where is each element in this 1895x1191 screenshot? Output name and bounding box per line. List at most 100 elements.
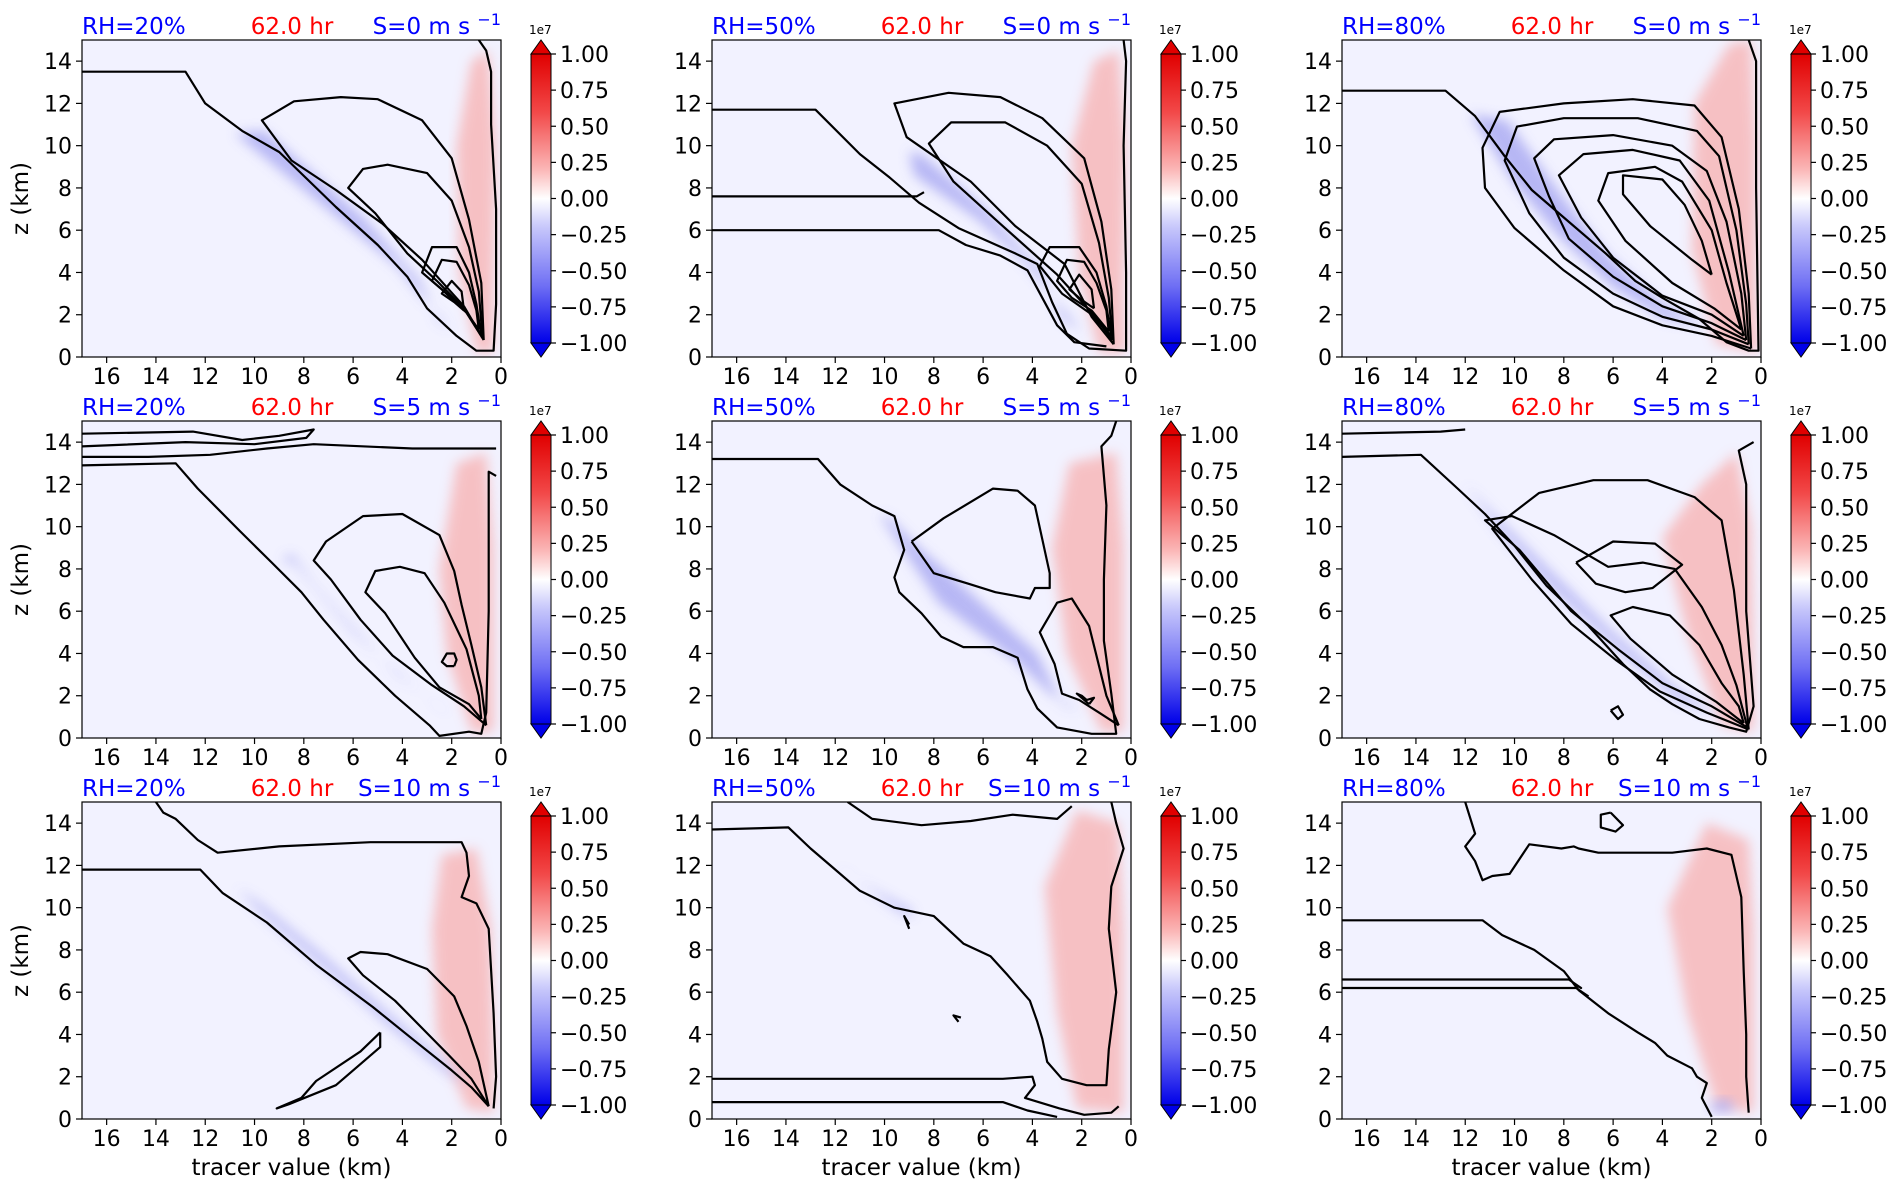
y-tick-label: 4 xyxy=(688,642,702,667)
contour-line xyxy=(1609,705,1625,721)
x-axis-label: tracer value (km) xyxy=(1452,1155,1652,1181)
field-shading xyxy=(1465,452,1754,732)
colorbar-multiplier: 1e7 xyxy=(1789,785,1812,799)
x-tick-label: 10 xyxy=(1501,1127,1529,1152)
y-tick-label: 12 xyxy=(1304,854,1332,879)
contour-line xyxy=(1503,117,1750,346)
colorbar: 1e7 1.00 0.75 0.50 0.25 0.00 −0.25 −0.50 −0.75 −1… xyxy=(529,23,627,358)
x-tick-label: 8 xyxy=(927,746,941,771)
colorbar: 1e7 1.00 0.75 0.50 0.25 0.00 −0.25 −0.50 −0.75 −1… xyxy=(1159,785,1257,1120)
shear-label-exponent: −1 xyxy=(1737,772,1761,791)
colorbar-tick-label: −0.50 xyxy=(560,260,627,285)
y-tick-label: 6 xyxy=(688,219,702,244)
positive-region xyxy=(1667,823,1754,1113)
y-axis-ticks: 0 2 4 6 8 10 12 14 xyxy=(1304,50,1342,371)
contour-line xyxy=(1464,802,1750,1113)
contour-line xyxy=(712,1100,1058,1118)
axes-frame xyxy=(81,801,502,1120)
shear-label: S=0 m s −1 xyxy=(1003,10,1131,40)
panel-3: 16 14 12 10 8 6 4 2 0 0 2 4 6 8 10 12 14 RH=80% 62.0 hr S=0… xyxy=(1304,10,1887,390)
y-tick-label: 0 xyxy=(688,727,702,752)
colorbar-tick-label: 0.50 xyxy=(560,496,609,521)
contour-lines xyxy=(712,40,1128,352)
x-axis-ticks: 16 14 12 10 8 6 4 2 0 xyxy=(723,357,1138,390)
x-tick-label: 6 xyxy=(1606,1127,1620,1152)
colorbar-gradient xyxy=(1160,434,1182,725)
colorbar-tick-label: 0.25 xyxy=(1190,913,1239,938)
y-tick-label: 12 xyxy=(1304,473,1332,498)
y-tick-label: 12 xyxy=(44,854,72,879)
field-shading xyxy=(237,848,494,1113)
y-axis-label: z (km) xyxy=(8,162,34,235)
x-tick-label: 10 xyxy=(871,365,899,390)
colorbar-tick-label: 1.00 xyxy=(1190,43,1239,68)
colorbar-multiplier: 1e7 xyxy=(529,23,552,37)
y-tick-label: 12 xyxy=(1304,92,1332,117)
colorbar-multiplier: 1e7 xyxy=(1159,785,1182,799)
negative-region xyxy=(879,514,1082,711)
time-label: 62.0 hr xyxy=(1511,14,1594,40)
x-tick-label: 14 xyxy=(1402,746,1430,771)
axes-frame xyxy=(1341,39,1762,358)
colorbar-tick-label: 0.00 xyxy=(560,188,609,213)
x-tick-label: 14 xyxy=(142,1127,170,1152)
panel-4: 16 14 12 10 8 6 4 2 0 0 2 4 6 8 10 12 14 RH=20% 62.0 hr S=5… xyxy=(8,391,627,771)
x-tick-label: 2 xyxy=(1075,746,1089,771)
y-tick-label: 14 xyxy=(674,50,702,75)
colorbar-tick-label: 0.75 xyxy=(1820,841,1869,866)
y-tick-label: 6 xyxy=(58,219,72,244)
y-axis-ticks: 0 2 4 6 8 10 12 14 xyxy=(674,50,712,371)
x-tick-label: 4 xyxy=(1025,365,1039,390)
contour-line xyxy=(82,428,315,448)
colorbar-min-arrow xyxy=(530,723,552,739)
contour-line xyxy=(1491,479,1750,731)
negative-region xyxy=(835,865,915,917)
colorbar-tick-label: −0.50 xyxy=(560,1022,627,1047)
x-tick-label: 0 xyxy=(1754,365,1768,390)
y-tick-label: 14 xyxy=(44,431,72,456)
contour-line xyxy=(1597,165,1743,331)
contour-line xyxy=(910,487,1051,600)
colorbar-tick-label: −0.25 xyxy=(1820,224,1887,249)
x-tick-label: 6 xyxy=(346,1127,360,1152)
colorbar-tick-label: 0.00 xyxy=(1190,569,1239,594)
x-tick-label: 0 xyxy=(1124,365,1138,390)
y-tick-label: 2 xyxy=(58,685,72,710)
contour-line xyxy=(82,462,497,738)
colorbar-tick-label: 0.50 xyxy=(1820,877,1869,902)
x-tick-label: 16 xyxy=(1353,365,1381,390)
x-tick-label: 8 xyxy=(297,1127,311,1152)
x-tick-label: 0 xyxy=(494,1127,508,1152)
colorbar-tick-label: 0.50 xyxy=(1820,115,1869,140)
shear-label-text: S=5 m s xyxy=(1003,395,1108,421)
colorbar-tick-label: −0.50 xyxy=(1190,641,1257,666)
x-tick-label: 8 xyxy=(297,746,311,771)
y-tick-label: 0 xyxy=(1318,346,1332,371)
field-shading xyxy=(909,50,1127,353)
x-tick-label: 6 xyxy=(1606,746,1620,771)
x-tick-label: 16 xyxy=(723,365,751,390)
colorbar-tick-label: −0.25 xyxy=(1190,224,1257,249)
contour-line xyxy=(712,229,1107,348)
contour-line xyxy=(1342,428,1466,435)
contour-lines xyxy=(1342,40,1760,352)
colorbar: 1e7 1.00 0.75 0.50 0.25 0.00 −0.25 −0.50 −0.75 −1… xyxy=(529,404,627,739)
x-axis-label: tracer value (km) xyxy=(822,1155,1022,1181)
y-tick-label: 14 xyxy=(44,812,72,837)
colorbar-tick-label: 1.00 xyxy=(560,805,609,830)
contour-lines xyxy=(1342,802,1750,1118)
y-tick-label: 2 xyxy=(688,304,702,329)
panel-8: 16 14 12 10 8 6 4 2 0 0 2 4 6 8 10 12 14 RH=50% 62.0 hr S=1… xyxy=(674,772,1257,1181)
time-label: 62.0 hr xyxy=(881,14,964,40)
contour-line xyxy=(903,914,911,930)
x-tick-label: 14 xyxy=(142,746,170,771)
colorbar-tick-label: 0.50 xyxy=(1820,496,1869,521)
y-tick-label: 14 xyxy=(674,431,702,456)
colorbar-tick-label: −0.75 xyxy=(1190,296,1257,321)
colorbar-gradient xyxy=(1160,815,1182,1106)
y-tick-label: 6 xyxy=(58,981,72,1006)
colorbar-tick-label: 0.75 xyxy=(1190,841,1239,866)
y-tick-label: 10 xyxy=(674,516,702,541)
colorbar-tick-label: 0.00 xyxy=(560,950,609,975)
shear-label-exponent: −1 xyxy=(1107,772,1131,791)
